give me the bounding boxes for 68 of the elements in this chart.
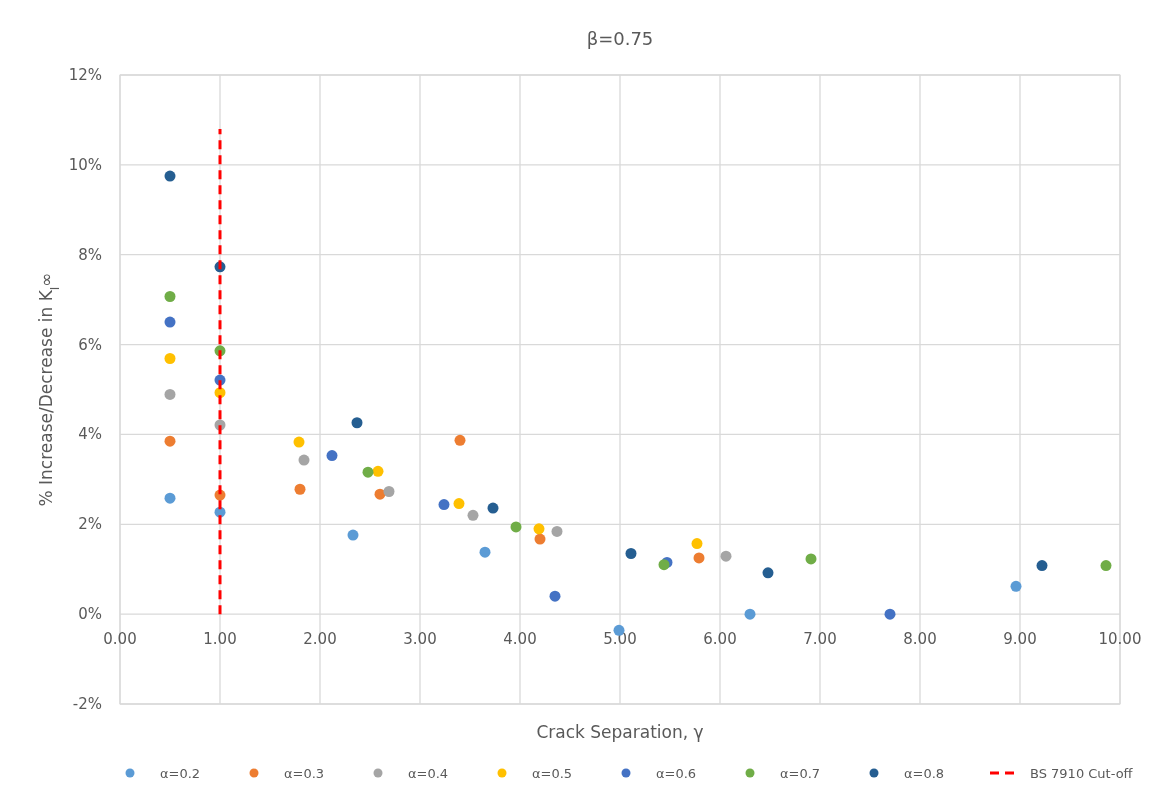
- x-tick-label: 2.00: [303, 630, 337, 649]
- point: [294, 483, 306, 495]
- point: [534, 533, 546, 545]
- x-tick-label: 0.00: [103, 630, 137, 649]
- legend-label: α=0.4: [408, 766, 449, 781]
- point: [884, 608, 896, 620]
- point: [453, 498, 465, 510]
- point: [164, 353, 176, 364]
- legend-label: BS 7910 Cut-off: [1030, 766, 1134, 781]
- point: [510, 521, 522, 533]
- legend-label: α=0.2: [160, 766, 201, 781]
- point: [383, 485, 395, 497]
- point: [549, 590, 561, 602]
- point: [347, 529, 359, 541]
- point: [351, 417, 363, 429]
- y-tick-label: -2%: [72, 695, 102, 713]
- point: [164, 435, 176, 447]
- point: [438, 499, 450, 511]
- point: [298, 454, 310, 466]
- point: [762, 567, 774, 579]
- y-tick-label: 6%: [78, 335, 102, 354]
- y-tick-label: 10%: [68, 155, 102, 174]
- y-tick-label: 8%: [78, 245, 102, 264]
- point: [487, 502, 499, 514]
- point: [693, 552, 705, 564]
- point: [293, 436, 305, 448]
- x-tick-label: 5.00: [603, 630, 637, 649]
- x-tick-label: 8.00: [903, 630, 937, 649]
- x-tick-label: 10.00: [1098, 630, 1142, 649]
- point: [551, 525, 563, 537]
- x-tick-label: 7.00: [803, 630, 837, 649]
- y-tick-label: 12%: [68, 66, 102, 84]
- chart-title: β=0.75: [586, 28, 654, 49]
- point: [1100, 560, 1112, 572]
- point: [164, 291, 176, 302]
- point: [164, 316, 176, 328]
- point: [805, 553, 817, 565]
- x-tick-label: 6.00: [703, 630, 737, 649]
- x-tick-label: 3.00: [403, 630, 437, 649]
- point: [362, 466, 374, 478]
- legend-label: α=0.5: [532, 766, 573, 781]
- x-tick-label: 4.00: [503, 630, 537, 649]
- point: [372, 465, 384, 477]
- point: [625, 547, 637, 559]
- legend-label: α=0.7: [780, 766, 821, 781]
- x-axis-title: Crack Separation, γ: [536, 722, 704, 742]
- y-tick-label: 4%: [78, 425, 102, 444]
- point: [164, 170, 176, 182]
- legend-label: α=0.6: [656, 766, 697, 781]
- point: [744, 608, 756, 620]
- point: [479, 546, 491, 558]
- point: [454, 434, 466, 446]
- point: [1010, 580, 1022, 592]
- point: [720, 550, 732, 562]
- point: [374, 488, 386, 500]
- point: [326, 450, 338, 462]
- point: [691, 538, 703, 550]
- legend-label: α=0.8: [904, 766, 945, 781]
- point: [467, 509, 479, 521]
- x-tick-label: 9.00: [1003, 630, 1037, 649]
- point: [164, 492, 176, 504]
- point: [533, 523, 545, 535]
- y-tick-label: 2%: [78, 515, 102, 534]
- legend-label: α=0.3: [284, 766, 325, 781]
- point: [164, 388, 176, 400]
- x-tick-label: 1.00: [203, 630, 237, 649]
- point: [1036, 560, 1048, 572]
- y-tick-label: 0%: [78, 605, 102, 624]
